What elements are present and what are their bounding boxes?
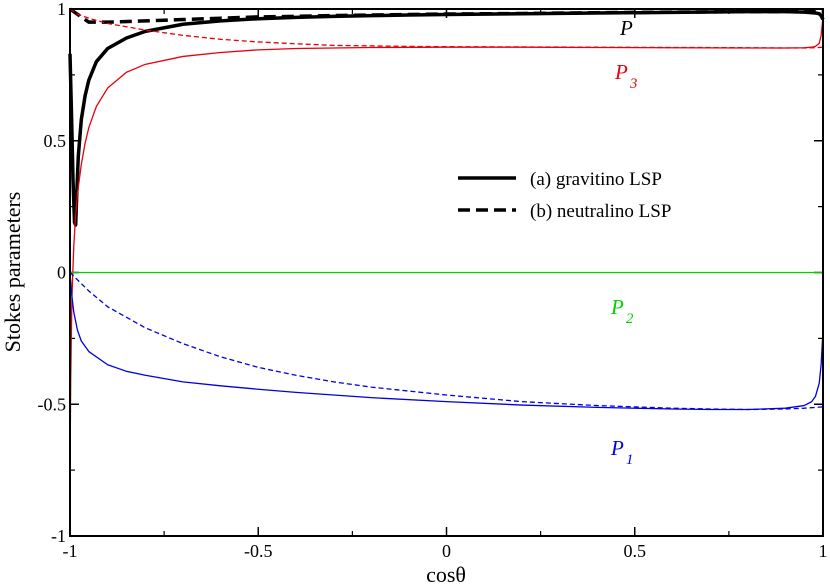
annotation-p1-letter: P	[610, 436, 624, 460]
series-line-p3-a-gravitino	[69, 16, 824, 465]
y-tick-label: -1	[51, 526, 66, 546]
annotation-p1-sub: 1	[626, 452, 634, 468]
plot-frame	[69, 8, 824, 537]
x-tick-labels: -1 -0.5 0 0.5 1	[63, 541, 828, 561]
annotation-p3-sub: 3	[629, 76, 638, 92]
x-tick-label: -1	[63, 541, 78, 561]
annotation-p3-letter: P	[614, 60, 628, 84]
series-lines	[68, 7, 825, 465]
x-axis-label: cosθ	[426, 562, 466, 585]
y-tick-labels: -1 -0.5 0 0.5 1	[38, 0, 67, 546]
annotation-p-letter: P	[619, 16, 633, 40]
x-tick-label: 1	[819, 541, 828, 561]
x-tick-label: 0.5	[624, 541, 647, 561]
series-line-p3-b-neutralino	[69, 8, 824, 49]
annotation-p2-sub: 2	[626, 311, 634, 327]
series-line-p-a-gravitino	[68, 9, 825, 227]
x-tick-label: 0	[442, 541, 451, 561]
legend: (a) gravitino LSP (b) neutralino LSP	[458, 169, 671, 222]
series-line-p1-a-gravitino	[69, 272, 824, 411]
series-line-p-b-neutralino	[68, 7, 823, 24]
y-tick-label: 0	[57, 263, 66, 283]
legend-label-neutralino: (b) neutralino LSP	[530, 201, 671, 222]
y-tick-label: -0.5	[38, 394, 67, 414]
series-line-p1-b-neutralino	[69, 272, 824, 411]
annotation-p2-letter: P	[610, 295, 624, 319]
legend-label-gravitino: (a) gravitino LSP	[530, 169, 662, 190]
y-axis-label: Stokes parameters	[0, 192, 25, 353]
y-tick-label: 1	[57, 0, 66, 19]
annotation-p: P	[619, 16, 633, 40]
x-tick-label: -0.5	[244, 541, 273, 561]
y-tick-label: 0.5	[44, 131, 67, 151]
